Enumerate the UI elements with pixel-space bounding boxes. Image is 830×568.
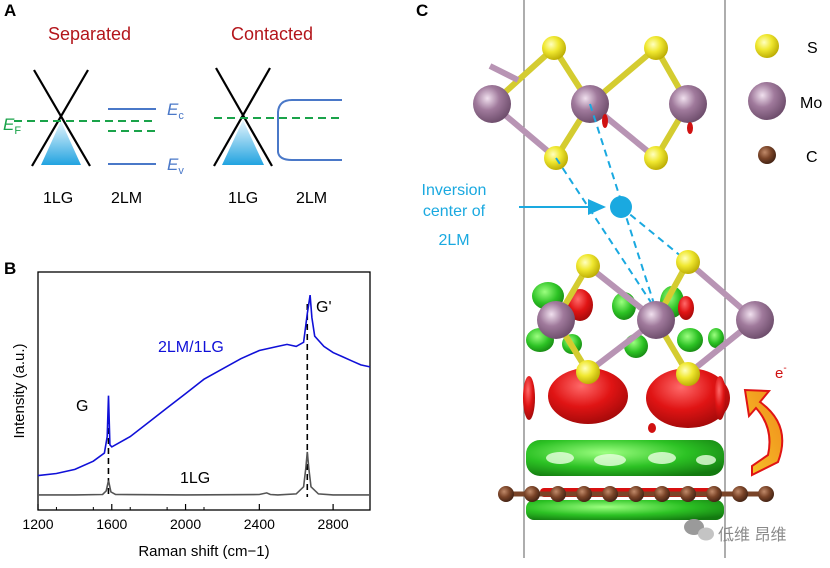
x-axis-label: Raman shift (cm−1) [138, 543, 269, 560]
label-2lm-separated: 2LM [111, 190, 142, 207]
carbon-atom [628, 486, 644, 502]
carbon-atom [550, 486, 566, 502]
mos2-bottom-atoms [537, 250, 774, 386]
series-line-2lm-1lg [37, 294, 371, 477]
mos2-top-atoms [473, 36, 707, 170]
x-tick-label: 1600 [96, 516, 127, 532]
electron-transfer-arrow: e- [743, 363, 787, 477]
valence-label: Ev [167, 155, 184, 177]
inversion-label-line1: Inversion [422, 182, 487, 199]
atom-legend: S Mo C [748, 34, 822, 166]
legend-sulfur-swatch [755, 34, 779, 58]
legend-mo-label: Mo [800, 95, 822, 112]
panel-c-label: C [416, 1, 428, 20]
x-tick-label: 2800 [318, 516, 349, 532]
carbon-atom [732, 486, 748, 502]
x-tick-label: 1200 [22, 516, 53, 532]
carbon-atom [706, 486, 722, 502]
watermark-text: 低维 昂维 [718, 526, 786, 544]
legend-carbon-swatch [758, 146, 776, 164]
panel-a-label: A [4, 1, 16, 20]
panel-c: C [416, 0, 822, 558]
carbon-atom [680, 486, 696, 502]
legend-1lg: 1LG [180, 470, 210, 487]
carbon-atom [524, 486, 540, 502]
peak-label-g: G [76, 398, 88, 415]
carbon-atom [758, 486, 774, 502]
series-line-1lg [38, 451, 370, 496]
x-tick-label: 2000 [170, 516, 201, 532]
label-2lm-contacted: 2LM [296, 190, 327, 207]
bent-conduction-band [277, 99, 342, 140]
watermark: 低维 昂维 [684, 519, 786, 544]
contacted-title: Contacted [231, 24, 313, 44]
x-axis: 1200 1600 2000 2400 2800 [22, 504, 349, 532]
label-1lg-separated: 1LG [43, 190, 73, 207]
panel-a: A Separated Contacted EF Ec Ev [3, 1, 344, 207]
dirac-cone-separated [31, 69, 91, 167]
separated-title: Separated [48, 24, 131, 44]
fermi-label: EF [3, 115, 21, 137]
legend-mo-swatch [748, 82, 786, 120]
carbon-atom [576, 486, 592, 502]
wechat-icon [684, 519, 714, 541]
peak-marker-lines [107, 304, 309, 497]
bent-valence-band [277, 140, 342, 161]
carbon-atom [498, 486, 514, 502]
x-tick-label: 2400 [244, 516, 275, 532]
label-1lg-contacted: 1LG [228, 190, 258, 207]
panel-b: B 1200 1600 2000 2400 2800 Raman shift (cm−1… [4, 259, 371, 560]
charge-density-graphene [526, 440, 724, 520]
legend-carbon-label: C [806, 149, 818, 166]
inversion-label-line3: 2LM [438, 232, 469, 249]
graphene-layer [498, 486, 774, 502]
inversion-label-line2: center of [423, 203, 486, 220]
carbon-atom [602, 486, 618, 502]
electron-label: e- [775, 363, 787, 382]
inversion-center-dot [610, 196, 632, 218]
panel-b-label: B [4, 259, 16, 278]
legend-2lm-1lg: 2LM/1LG [158, 339, 224, 356]
y-axis-label: Intensity (a.u.) [11, 343, 28, 438]
legend-sulfur-label: S [807, 40, 818, 57]
conduction-label: Ec [167, 100, 184, 122]
peak-label-g-prime: G' [316, 299, 332, 316]
inversion-center [519, 103, 689, 311]
carbon-atom [654, 486, 670, 502]
